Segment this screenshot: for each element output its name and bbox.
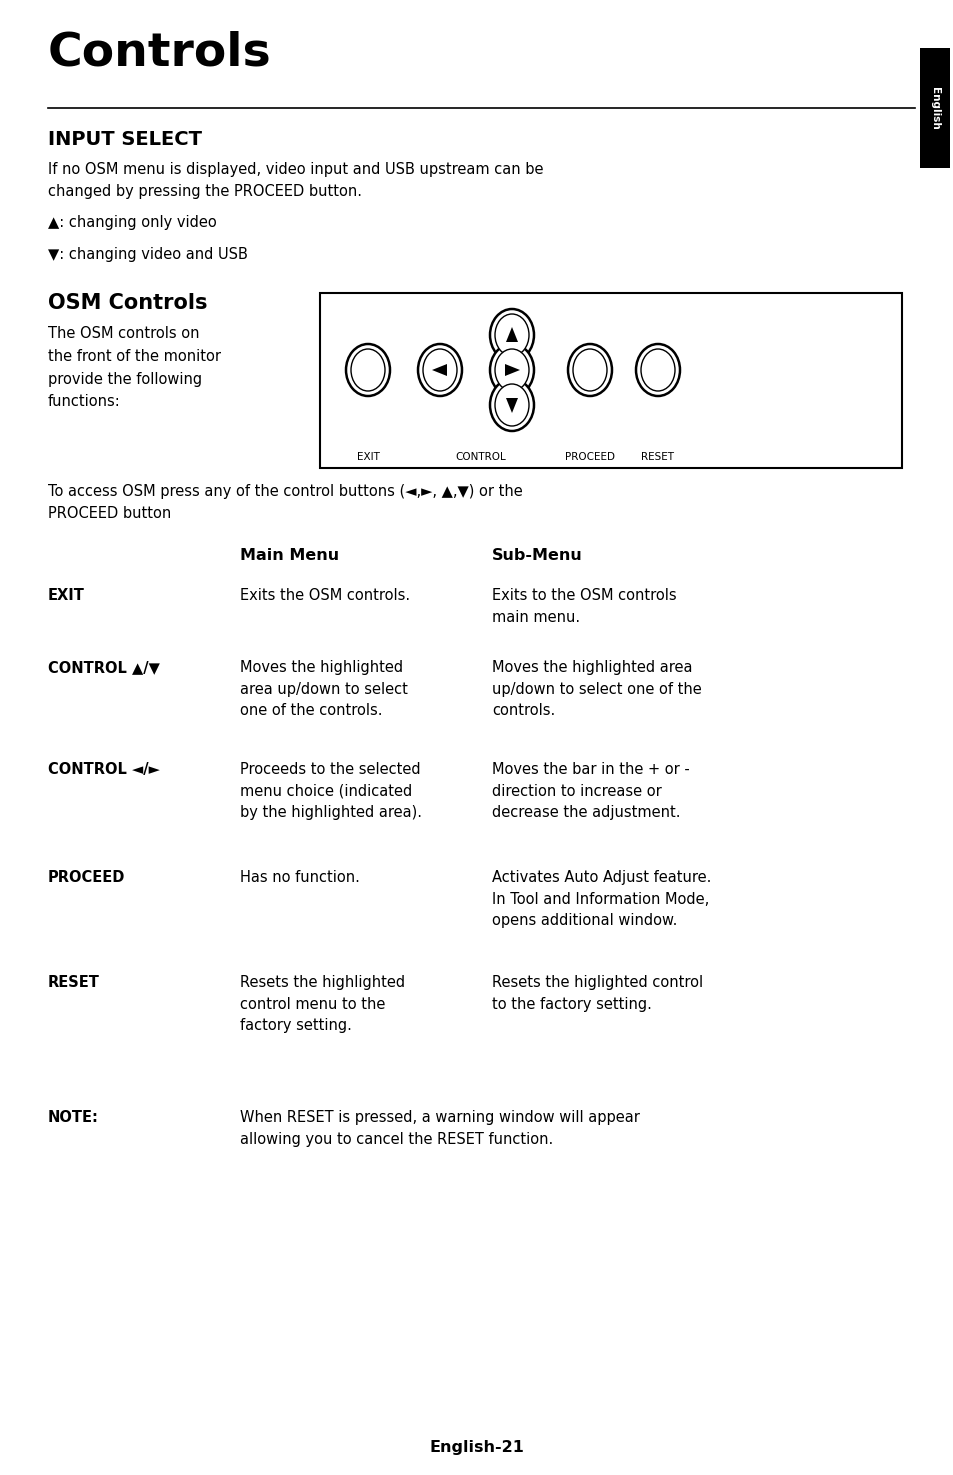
Text: English: English <box>929 87 939 130</box>
Text: OSM Controls: OSM Controls <box>48 294 208 313</box>
Polygon shape <box>505 327 517 342</box>
Text: Moves the highlighted
area up/down to select
one of the controls.: Moves the highlighted area up/down to se… <box>240 659 408 718</box>
Text: Activates Auto Adjust feature.
In Tool and Information Mode,
opens additional wi: Activates Auto Adjust feature. In Tool a… <box>492 870 711 928</box>
Text: If no OSM menu is displayed, video input and USB upstream can be
changed by pres: If no OSM menu is displayed, video input… <box>48 162 543 199</box>
Ellipse shape <box>490 344 534 395</box>
Text: EXIT: EXIT <box>48 589 85 603</box>
Text: PROCEED: PROCEED <box>564 451 615 462</box>
Ellipse shape <box>351 350 385 391</box>
Polygon shape <box>504 364 519 376</box>
Text: Exits to the OSM controls
main menu.: Exits to the OSM controls main menu. <box>492 589 676 624</box>
Text: RESET: RESET <box>640 451 674 462</box>
Text: Exits the OSM controls.: Exits the OSM controls. <box>240 589 410 603</box>
Text: Moves the bar in the + or -
direction to increase or
decrease the adjustment.: Moves the bar in the + or - direction to… <box>492 763 689 820</box>
Text: Moves the highlighted area
up/down to select one of the
controls.: Moves the highlighted area up/down to se… <box>492 659 701 718</box>
Polygon shape <box>505 398 517 413</box>
Ellipse shape <box>636 344 679 395</box>
Text: To access OSM press any of the control buttons (◄,►, ▲,▼) or the
PROCEED button: To access OSM press any of the control b… <box>48 484 522 521</box>
Text: PROCEED: PROCEED <box>48 870 125 885</box>
Ellipse shape <box>573 350 606 391</box>
Text: ▼: changing video and USB: ▼: changing video and USB <box>48 246 248 263</box>
Bar <box>319 294 901 468</box>
Bar <box>919 49 949 168</box>
Ellipse shape <box>495 350 529 391</box>
Text: When RESET is pressed, a warning window will appear
allowing you to cancel the R: When RESET is pressed, a warning window … <box>240 1111 639 1146</box>
Ellipse shape <box>567 344 612 395</box>
Text: Controls: Controls <box>48 30 272 75</box>
Polygon shape <box>432 364 447 376</box>
Ellipse shape <box>495 314 529 355</box>
Ellipse shape <box>417 344 461 395</box>
Text: INPUT SELECT: INPUT SELECT <box>48 130 202 149</box>
Text: Sub-Menu: Sub-Menu <box>492 549 582 563</box>
Ellipse shape <box>490 379 534 431</box>
Ellipse shape <box>495 384 529 426</box>
Text: ▲: changing only video: ▲: changing only video <box>48 215 216 230</box>
Text: Resets the higlighted control
to the factory setting.: Resets the higlighted control to the fac… <box>492 975 702 1012</box>
Text: Main Menu: Main Menu <box>240 549 338 563</box>
Text: CONTROL: CONTROL <box>456 451 506 462</box>
Ellipse shape <box>490 308 534 361</box>
Text: EXIT: EXIT <box>356 451 379 462</box>
Text: Resets the highlighted
control menu to the
factory setting.: Resets the highlighted control menu to t… <box>240 975 405 1032</box>
Text: Proceeds to the selected
menu choice (indicated
by the highlighted area).: Proceeds to the selected menu choice (in… <box>240 763 421 820</box>
Text: The OSM controls on
the front of the monitor
provide the following
functions:: The OSM controls on the front of the mon… <box>48 326 221 410</box>
Text: English-21: English-21 <box>429 1440 524 1454</box>
Text: Has no function.: Has no function. <box>240 870 359 885</box>
Ellipse shape <box>346 344 390 395</box>
Ellipse shape <box>640 350 675 391</box>
Text: CONTROL ◄/►: CONTROL ◄/► <box>48 763 160 777</box>
Ellipse shape <box>422 350 456 391</box>
Text: RESET: RESET <box>48 975 100 990</box>
Text: NOTE:: NOTE: <box>48 1111 99 1125</box>
Text: CONTROL ▲/▼: CONTROL ▲/▼ <box>48 659 160 676</box>
